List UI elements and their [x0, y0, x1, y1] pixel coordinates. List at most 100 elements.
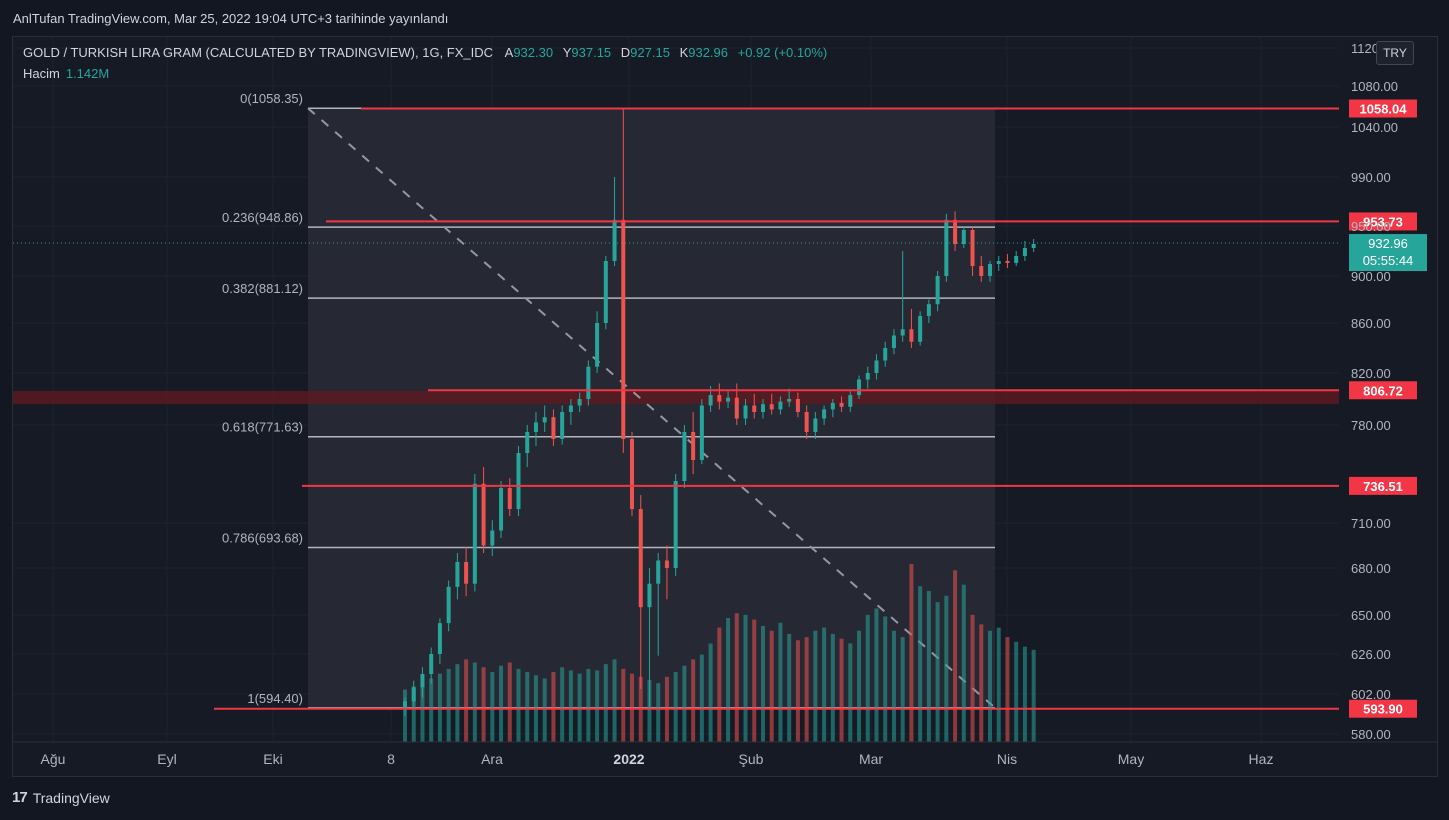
- volume-value: 1.142M: [65, 66, 110, 81]
- volume-bar: [1005, 637, 1010, 742]
- volume-bar: [691, 659, 696, 742]
- price-label-box: [1349, 99, 1417, 118]
- published-caption: AnlTufan TradingView.com, Mar 25, 2022 1…: [13, 11, 449, 26]
- candle-body: [769, 404, 774, 410]
- candle-body: [499, 488, 504, 531]
- volume-bar: [787, 633, 792, 742]
- fib-trend-line: [307, 107, 996, 709]
- candle-body: [909, 329, 914, 342]
- low-label: D: [620, 45, 631, 60]
- candle-body: [647, 583, 652, 608]
- last-price-box: [1349, 234, 1427, 272]
- candle-body: [533, 422, 538, 432]
- price-label: 1058.04: [1360, 102, 1408, 117]
- candle-body: [568, 405, 573, 412]
- volume-bar: [970, 614, 975, 742]
- volume-bar: [926, 591, 931, 742]
- volume-bar: [603, 664, 608, 742]
- currency-button[interactable]: TRY: [1376, 41, 1414, 65]
- volume-bar: [830, 633, 835, 742]
- x-axis-tick: Eki: [263, 751, 282, 767]
- volume-bar: [464, 659, 469, 742]
- volume-bar: [979, 624, 984, 742]
- candle-body: [1014, 256, 1019, 263]
- candle-body: [673, 481, 678, 568]
- footer-brand[interactable]: 17 TradingView: [12, 789, 110, 806]
- last-price-label: 932.96: [1368, 236, 1408, 251]
- y-axis-tick: 680.00: [1351, 561, 1391, 576]
- high-label: Y: [562, 45, 572, 60]
- volume-bar: [1022, 646, 1027, 742]
- candle-body: [612, 219, 617, 261]
- volume-bar: [656, 683, 661, 742]
- y-axis-tick: 820.00: [1351, 366, 1391, 381]
- volume-bar: [996, 627, 1001, 742]
- candle-body: [953, 219, 958, 244]
- volume-bar: [874, 608, 879, 742]
- candle-body: [708, 395, 713, 406]
- volume-bar: [953, 570, 958, 742]
- candle-body: [848, 395, 853, 407]
- fib-level-label: 0.786(693.68): [222, 530, 303, 545]
- fib-level-label: 0(1058.35): [240, 91, 303, 106]
- price-label: 806.72: [1363, 383, 1403, 398]
- candle-body: [411, 687, 416, 702]
- candle-body: [795, 399, 800, 412]
- candle-body: [507, 488, 512, 509]
- y-axis-tick: 1040.00: [1351, 120, 1398, 135]
- volume-bar: [586, 668, 591, 742]
- candle-body: [490, 530, 495, 546]
- y-axis-tick: 710.00: [1351, 516, 1391, 531]
- candle-body: [926, 304, 931, 316]
- candle-body: [891, 335, 896, 348]
- y-axis-tick: 990.00: [1351, 170, 1391, 185]
- price-label-box: [1349, 381, 1417, 400]
- price-label-box: [1349, 699, 1417, 718]
- volume-bar: [726, 618, 731, 742]
- volume-bar: [542, 678, 547, 742]
- volume-bar: [778, 622, 783, 742]
- y-axis-tick: 626.00: [1351, 647, 1391, 662]
- chart-area[interactable]: 0(1058.35) 0.236(948.86) 0.382(881.12) 0.61…: [12, 36, 1438, 777]
- volume-bar: [595, 670, 600, 742]
- resistance-band: [13, 391, 1339, 404]
- fib-level-label: 0.382(881.12): [222, 281, 303, 296]
- x-axis-tick: 8: [387, 751, 395, 767]
- fib-level-label: 0.618(771.63): [222, 420, 303, 435]
- volume-bar: [429, 678, 434, 742]
- y-axis-tick: 602.00: [1351, 687, 1391, 702]
- volume-bar: [813, 630, 818, 742]
- close-label: K: [679, 45, 689, 60]
- high-value: 937.15: [571, 45, 612, 60]
- volume-bar: [551, 672, 556, 742]
- candle-body: [743, 405, 748, 419]
- candle-body: [778, 401, 783, 410]
- candle-body: [682, 432, 687, 481]
- volume-bar: [525, 672, 530, 742]
- volume-bar: [568, 670, 573, 742]
- candle-body: [979, 266, 984, 276]
- candle-body: [638, 509, 643, 608]
- candle-body: [621, 219, 626, 439]
- candle-body: [752, 405, 757, 412]
- y-axis-tick: 950.00: [1351, 219, 1391, 234]
- price-chart[interactable]: 0(1058.35) 0.236(948.86) 0.382(881.12) 0.61…: [13, 37, 1437, 776]
- volume-bar: [918, 586, 923, 742]
- candle-body: [918, 315, 923, 342]
- candle-body: [987, 264, 992, 276]
- candle-body: [420, 674, 425, 688]
- y-axis-tick: 780.00: [1351, 418, 1391, 433]
- volume-bar: [795, 640, 800, 742]
- volume-bar: [516, 668, 521, 742]
- candle-body: [551, 417, 556, 439]
- volume-bar: [891, 630, 896, 742]
- volume-bar: [1031, 649, 1036, 742]
- candle-body: [691, 432, 696, 460]
- volume-bar: [883, 616, 888, 742]
- volume-bar: [455, 664, 460, 742]
- candle-body: [437, 623, 442, 654]
- candle-body: [455, 562, 460, 587]
- candle-body: [1031, 244, 1036, 248]
- x-axis-tick: Nis: [997, 751, 1017, 767]
- brand-name: TradingView: [32, 789, 110, 806]
